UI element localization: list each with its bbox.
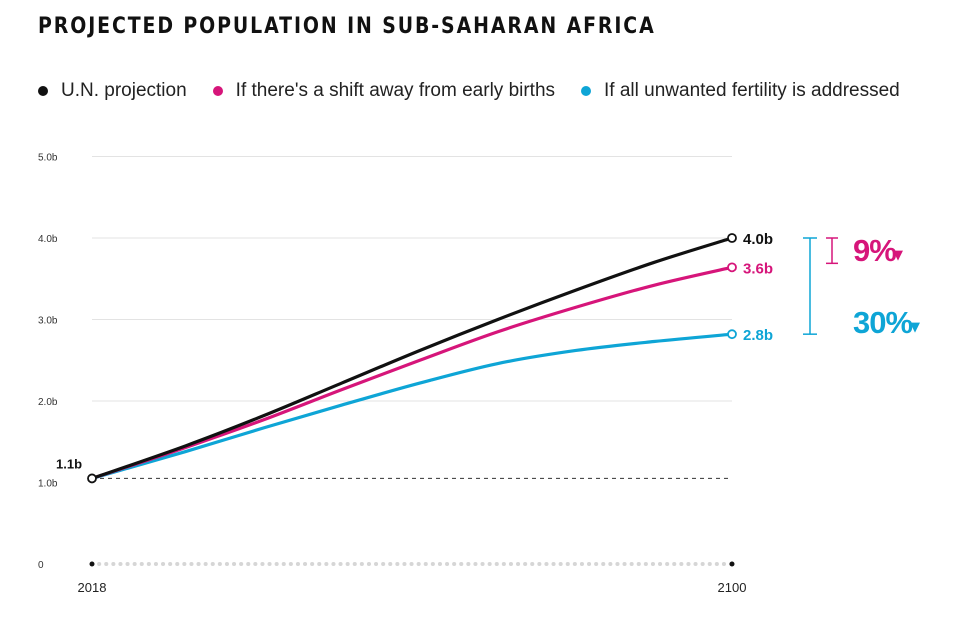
- baseline-label: 1.1b: [56, 456, 82, 471]
- end-label-unwanted: 2.8b: [743, 327, 773, 344]
- down-triangle-icon: ▼: [893, 248, 903, 263]
- legend-dot-unwanted-fertility: [581, 86, 592, 96]
- legend-dot-un: [38, 86, 48, 96]
- chart-title: PROJECTED POPULATION IN SUB-SAHARAN AFRI…: [38, 14, 656, 39]
- y-tick-label: 1.0b: [38, 479, 58, 490]
- annotation-9-percent: 9%: [853, 233, 896, 268]
- series-line-un: [90, 236, 734, 481]
- legend-label-un: U.N. projection: [61, 80, 187, 101]
- legend: U.N. projection If there's a shift away …: [38, 80, 926, 102]
- x-axis-end-dot: [729, 561, 735, 567]
- end-point-marker-un: [727, 233, 737, 243]
- legend-dot-early-births: [212, 86, 223, 96]
- y-tick-label: 0: [38, 560, 44, 571]
- end-label-early: 3.6b: [743, 260, 773, 277]
- end-point-marker-unwanted: [727, 329, 737, 340]
- end-label-un: 4.0b: [743, 231, 773, 248]
- y-tick-label: 5.0b: [38, 153, 58, 164]
- start-point-marker: [87, 473, 97, 484]
- x-axis-end-dot: [89, 561, 95, 567]
- legend-item-early-births: If there's a shift away from early birth…: [212, 80, 556, 102]
- legend-label-unwanted-fertility: If all unwanted fertility is addressed: [604, 80, 900, 101]
- legend-label-early-births: If there's a shift away from early birth…: [235, 80, 556, 101]
- series-line-early: [90, 265, 734, 481]
- legend-item-unwanted-fertility: If all unwanted fertility is addressed: [581, 80, 900, 102]
- y-tick-label: 3.0b: [38, 316, 58, 327]
- x-tick-label: 2100: [718, 580, 747, 595]
- y-tick-label: 2.0b: [38, 397, 58, 408]
- down-triangle-icon: ▼: [910, 320, 920, 335]
- x-tick-label: 2018: [78, 580, 107, 595]
- annotation-30-percent: 30%: [853, 305, 912, 340]
- end-point-marker-early: [727, 262, 737, 273]
- legend-item-un: U.N. projection: [38, 80, 187, 102]
- y-tick-label: 4.0b: [38, 234, 58, 245]
- series-line-unwanted: [90, 332, 734, 481]
